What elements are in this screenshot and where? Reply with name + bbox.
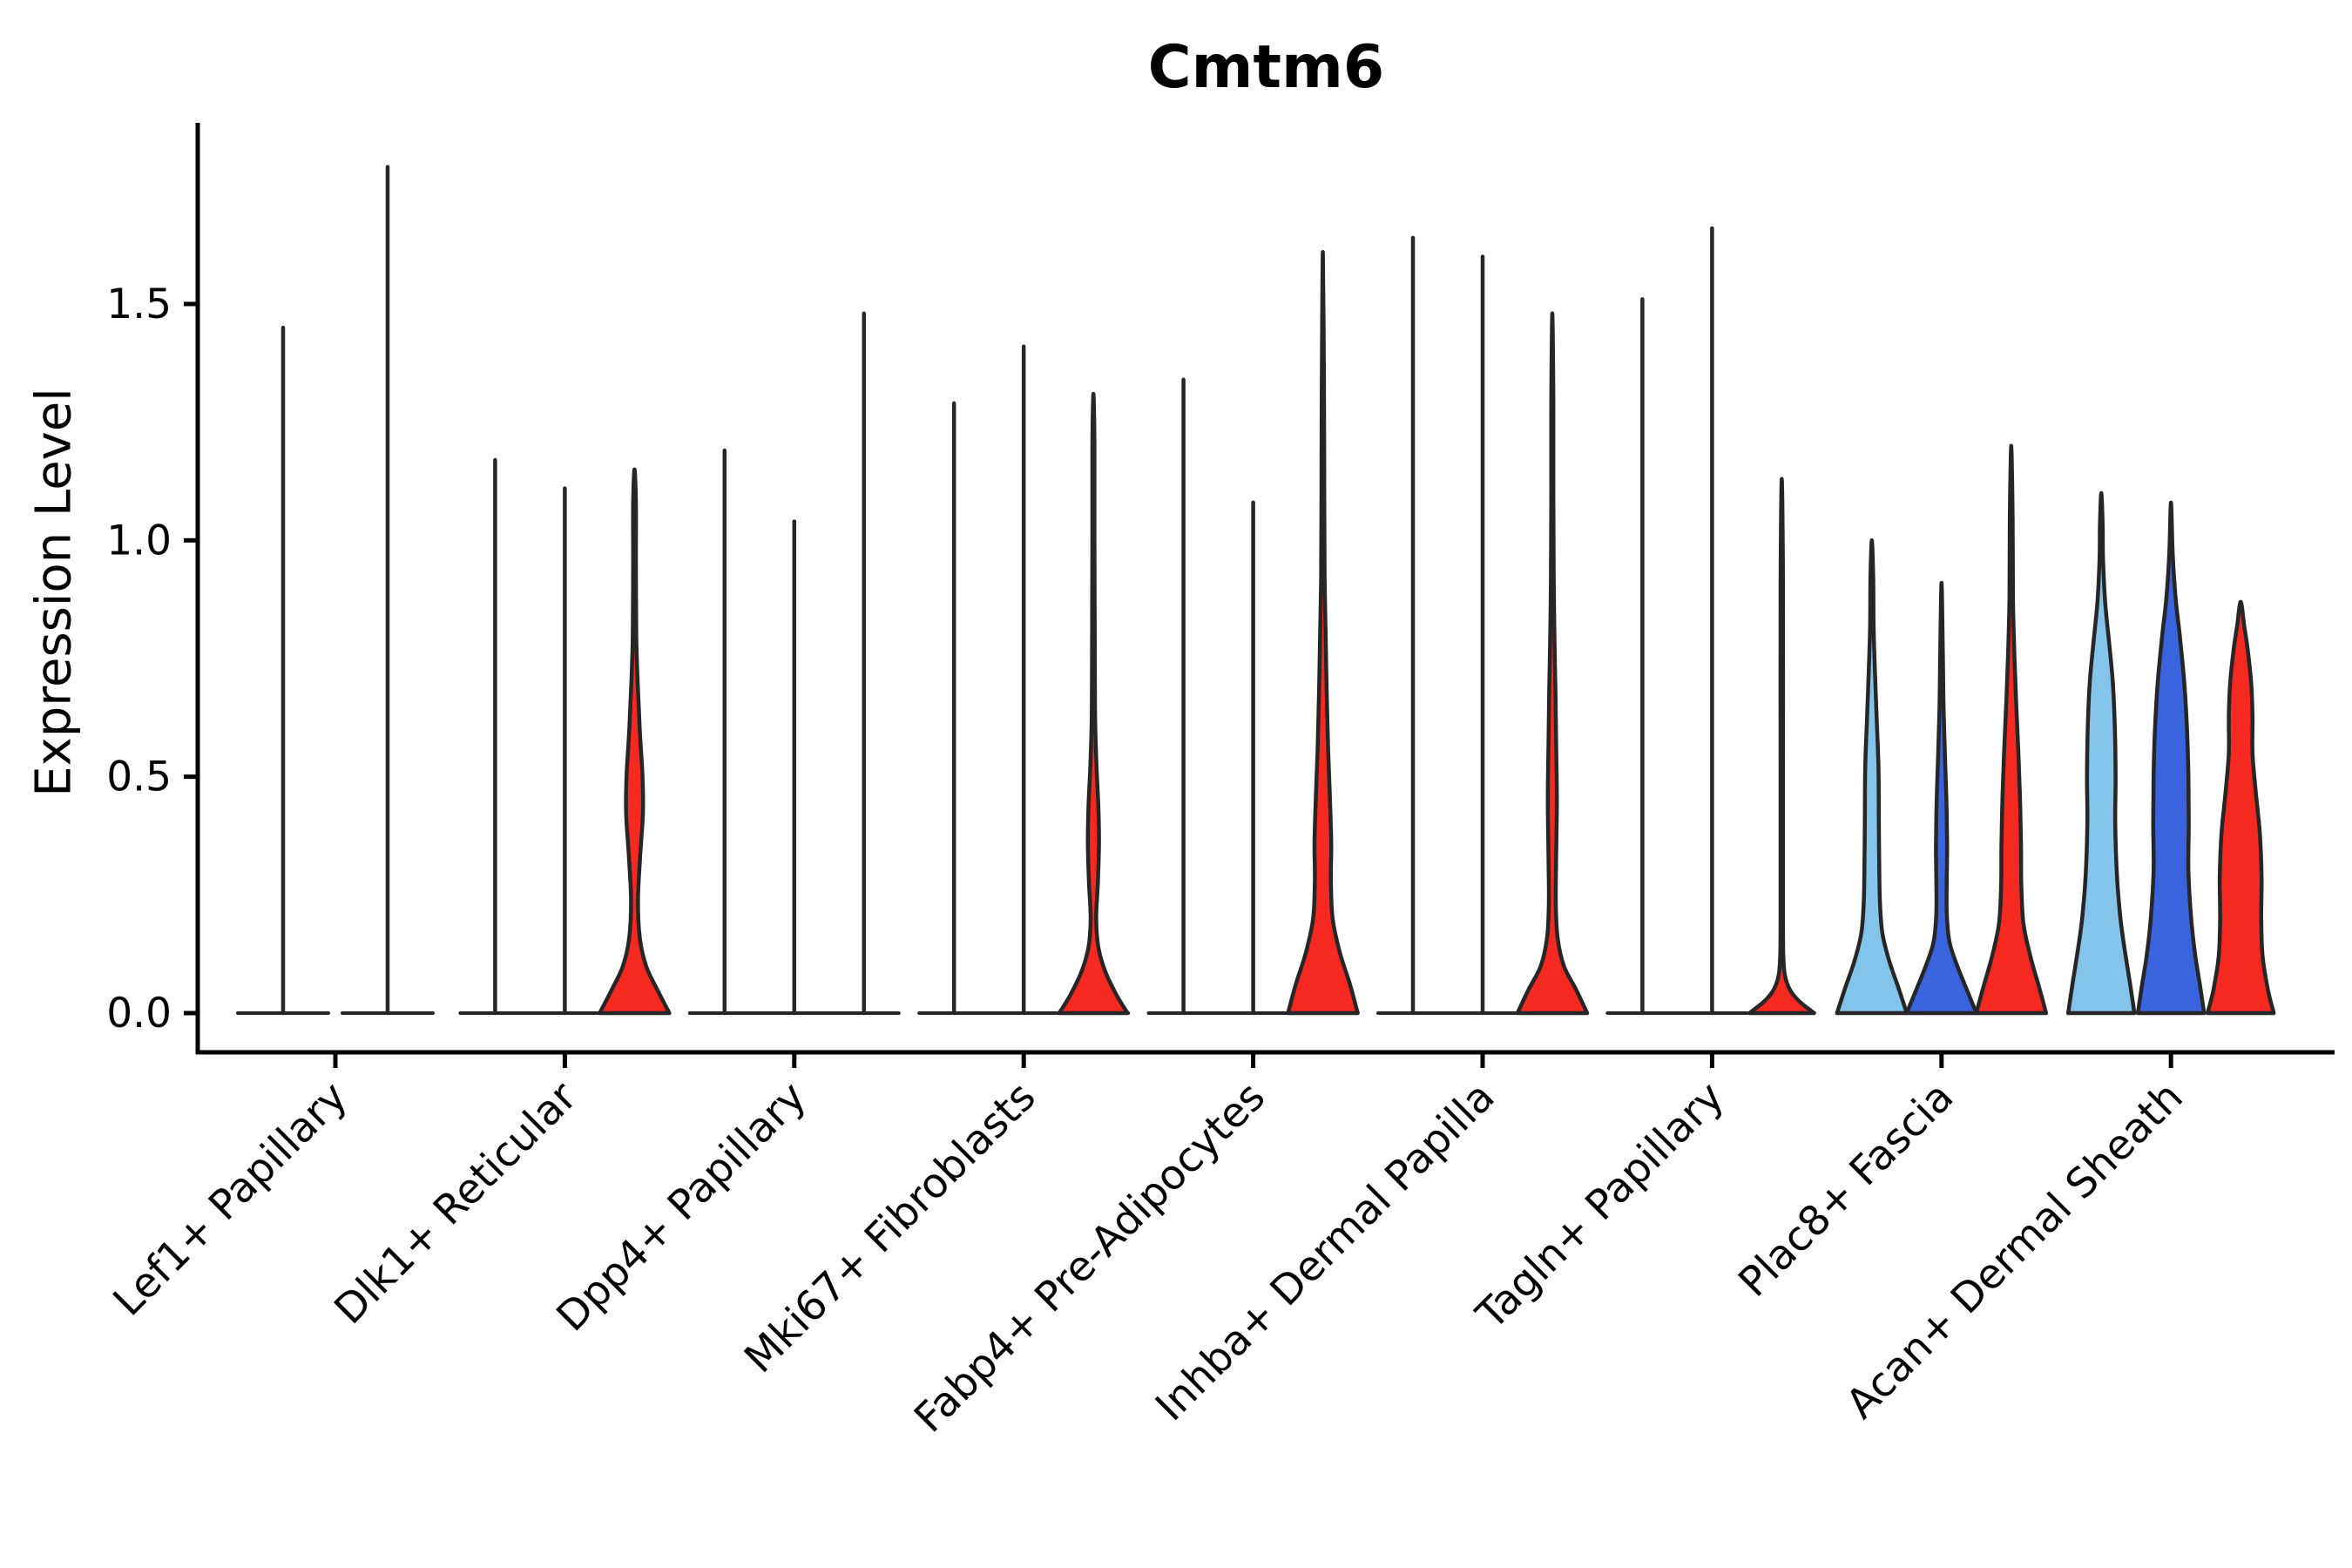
- violin-body-plac8-fascia-2: [1904, 580, 1979, 1016]
- y-tick-label-0.5: 0.5: [106, 754, 172, 801]
- violin-body-acan-dermal-sheath-3: [2205, 599, 2276, 1016]
- y-tick-label-1.0: 1.0: [106, 517, 172, 564]
- violin-body-inhba-dermal-papilla-3: [1515, 311, 1590, 1016]
- x-tick-label-tagln-papillary: Tagln+ Papillary: [1467, 1073, 1734, 1340]
- x-tick-label-plac8-fascia: Plac8+ Fascia: [1729, 1073, 1963, 1307]
- violin-body-acan-dermal-sheath-1: [2065, 490, 2137, 1016]
- chart-title: Cmtm6: [1147, 33, 1385, 102]
- violin-body-plac8-fascia-1: [1835, 538, 1909, 1016]
- violin-body-dlk1-reticular-3: [598, 467, 672, 1016]
- violin-body-tagln-papillary-3: [1747, 476, 1816, 1016]
- violin-body-acan-dermal-sheath-2: [2135, 500, 2207, 1016]
- violin-body-mki67-fibroblasts-3: [1057, 391, 1130, 1016]
- x-tick-label-dlk1-reticular: Dlk1+ Reticular: [325, 1072, 586, 1334]
- x-tick-label-dpp4-papillary: Dpp4+ Papillary: [548, 1073, 816, 1342]
- violin-body-plac8-fascia-3: [1974, 443, 2049, 1016]
- x-tick-label-lef1-papillary: Lef1+ Papillary: [105, 1073, 357, 1326]
- y-tick-label-1.5: 1.5: [106, 280, 172, 328]
- y-tick-label-0.0: 0.0: [106, 990, 172, 1037]
- violin-body-fabp4-pre-adipocytes-3: [1286, 250, 1360, 1016]
